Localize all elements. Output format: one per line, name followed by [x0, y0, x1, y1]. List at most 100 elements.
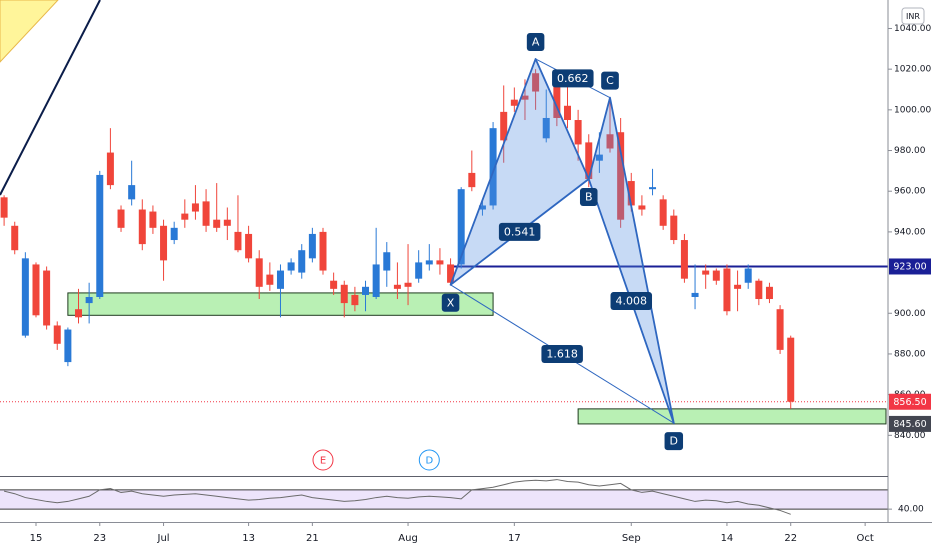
candle-body — [404, 282, 412, 287]
candle-body — [191, 203, 199, 212]
pattern-point-label-group: D — [664, 432, 684, 451]
x-tick-label: 13 — [242, 533, 255, 544]
candle-body — [276, 270, 284, 289]
price-label: 845.60 — [893, 419, 926, 430]
candle-body — [106, 152, 114, 186]
x-tick-label: 22 — [784, 533, 797, 544]
x-tick-label: 23 — [93, 533, 106, 544]
candle-body — [691, 292, 699, 297]
currency-label: INR — [906, 12, 920, 21]
ratio-label: 0.541 — [504, 225, 536, 238]
candle-body — [510, 99, 518, 106]
pattern-point-label-box — [441, 293, 460, 312]
candle-body — [574, 120, 582, 145]
candle-body — [393, 284, 401, 289]
candle-body — [500, 111, 508, 141]
candle-body — [457, 189, 465, 265]
pattern-point-label: A — [532, 35, 540, 48]
candle-body — [128, 185, 136, 200]
candle-body — [787, 337, 795, 402]
candle-body — [96, 174, 104, 297]
pattern-point-label: D — [670, 435, 678, 448]
candle-body — [340, 284, 348, 304]
candle-body — [64, 329, 72, 363]
price-axis-panel — [888, 0, 932, 550]
candle-body — [223, 219, 231, 226]
candle-body — [627, 181, 635, 206]
candle-body — [287, 262, 295, 271]
pattern-point-label-group: B — [579, 188, 598, 207]
candle-body — [53, 325, 61, 344]
trend-line — [0, 0, 101, 196]
x-tick-label: Aug — [398, 533, 418, 544]
candle-body — [11, 225, 19, 251]
candle-body — [202, 201, 210, 226]
candle-body — [319, 231, 327, 271]
ratio-label-group: 0.541 — [498, 222, 541, 241]
candle-body — [670, 215, 678, 241]
pattern-point-label-box — [526, 32, 545, 51]
pattern-point-label: B — [585, 191, 593, 204]
candle-body — [680, 240, 688, 279]
candle-body — [351, 294, 359, 306]
candle-body — [308, 233, 316, 259]
candle-body — [181, 213, 189, 220]
price-label-box — [889, 393, 931, 410]
candle-body — [585, 142, 593, 180]
pattern-point-label-box — [579, 188, 598, 207]
ratio-label: 4.008 — [616, 295, 648, 308]
price-label-box — [889, 258, 931, 275]
price-label: 923.00 — [893, 261, 926, 272]
ratio-label-box — [541, 344, 583, 363]
price-label: 856.50 — [893, 397, 926, 408]
candle-body — [478, 205, 486, 210]
zone — [577, 408, 887, 425]
axis-layer: 1040.00 1020.00 1000.00 980.00 960.00 940.00 9… — [30, 24, 932, 544]
y-tick-label: 1040.00 — [894, 24, 931, 34]
candle-body — [43, 270, 51, 326]
ratio-label-group: 1.618 — [541, 344, 583, 363]
candle-body — [138, 209, 146, 245]
x-tick-label: Oct — [856, 533, 873, 544]
pattern-point-label-group: A — [526, 32, 545, 51]
candle-body — [383, 252, 391, 271]
rsi-tick-label: 40.00 — [898, 505, 924, 515]
candle-body — [425, 260, 433, 265]
candle-body — [489, 128, 497, 206]
candle-body — [468, 172, 476, 188]
candle-body — [0, 197, 8, 218]
y-tick-label: 880.00 — [894, 349, 926, 359]
plot-area: 0.662 0.541 4.008 1.618 X A B C D E D — [0, 32, 888, 515]
x-tick-label: 15 — [30, 533, 43, 544]
candle-body — [436, 260, 444, 265]
ratio-label-box — [498, 222, 541, 241]
candle-body — [447, 264, 455, 283]
candle-body — [659, 199, 667, 226]
candle-body — [255, 258, 263, 287]
currency-badge[interactable] — [901, 7, 925, 25]
candle-body — [617, 132, 625, 220]
candle-body — [21, 258, 29, 336]
y-tick-label: 1020.00 — [894, 65, 931, 75]
event-marker — [418, 449, 440, 471]
event-marker — [312, 449, 334, 471]
candle-body — [532, 73, 540, 92]
pattern-point-label: C — [606, 74, 614, 87]
candle-body — [213, 219, 221, 228]
candle-body — [649, 187, 657, 190]
ratio-label-box — [552, 69, 594, 88]
candle-body — [85, 296, 93, 304]
candle-body — [245, 233, 253, 259]
candle-body — [117, 209, 125, 228]
candle-body — [372, 264, 380, 297]
candle-body — [160, 225, 168, 261]
candle-body — [362, 286, 370, 295]
y-tick-label: 1000.00 — [894, 105, 931, 115]
ratio-label-box — [610, 292, 653, 311]
candle-body — [330, 280, 338, 289]
candle-body — [776, 309, 784, 350]
candle-body — [755, 280, 763, 300]
rsi-band — [0, 489, 888, 510]
